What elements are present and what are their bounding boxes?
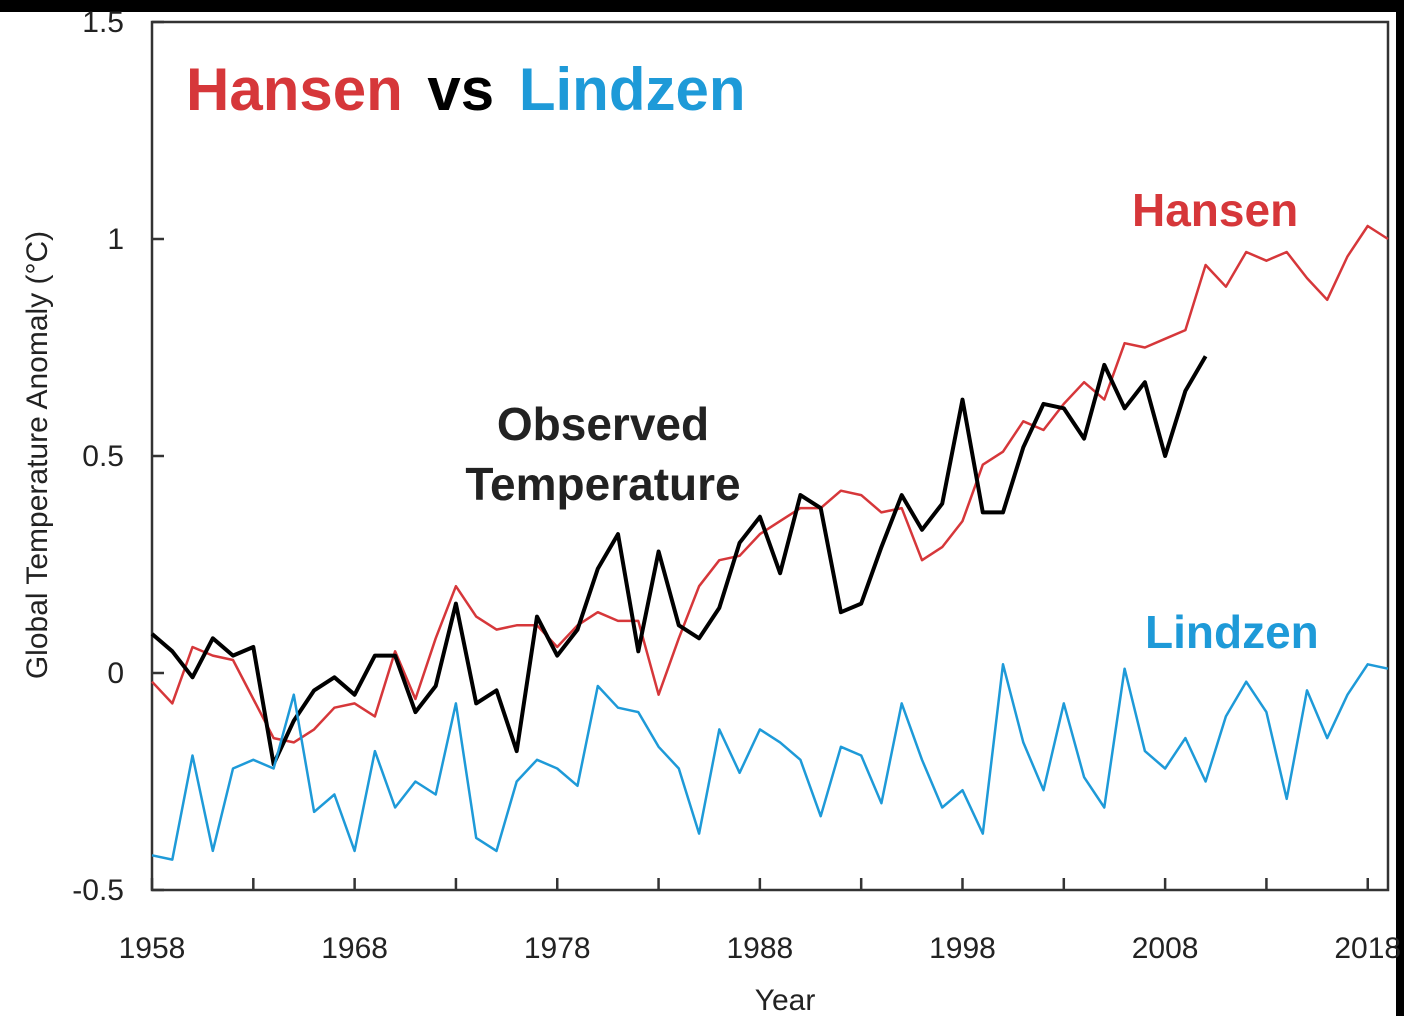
y-tick-label: 0.5 bbox=[82, 440, 124, 473]
annotation: Temperature bbox=[465, 458, 740, 510]
title-part: Hansen bbox=[186, 56, 403, 123]
x-tick-label: 2018 bbox=[1334, 932, 1401, 965]
x-tick-label: 2008 bbox=[1132, 932, 1199, 965]
y-tick-label: 1 bbox=[107, 223, 124, 256]
title-part: vs bbox=[427, 56, 494, 123]
series-line bbox=[150, 355, 1208, 767]
x-tick-label: 1968 bbox=[321, 932, 388, 965]
x-tick-label: 1978 bbox=[524, 932, 591, 965]
x-tick-label: 1988 bbox=[726, 932, 793, 965]
x-tick-label: 1958 bbox=[119, 932, 186, 965]
y-axis-title: Global Temperature Anomaly (°C) bbox=[21, 231, 54, 679]
annotation: Hansen bbox=[1132, 184, 1298, 236]
annotation: Observed bbox=[497, 398, 709, 450]
series-line bbox=[151, 663, 1389, 861]
series-line bbox=[151, 224, 1389, 744]
title-part: Lindzen bbox=[519, 56, 746, 123]
x-axis-title: Year bbox=[755, 984, 816, 1016]
annotation: Lindzen bbox=[1145, 606, 1319, 658]
chart-title: Hansen vs Lindzen bbox=[186, 56, 745, 123]
y-tick-label: 0 bbox=[107, 657, 124, 690]
y-tick-label: 1.5 bbox=[82, 6, 124, 39]
y-tick-label: -0.5 bbox=[72, 874, 124, 907]
background bbox=[0, 12, 1396, 1016]
x-tick-label: 1998 bbox=[929, 932, 996, 965]
